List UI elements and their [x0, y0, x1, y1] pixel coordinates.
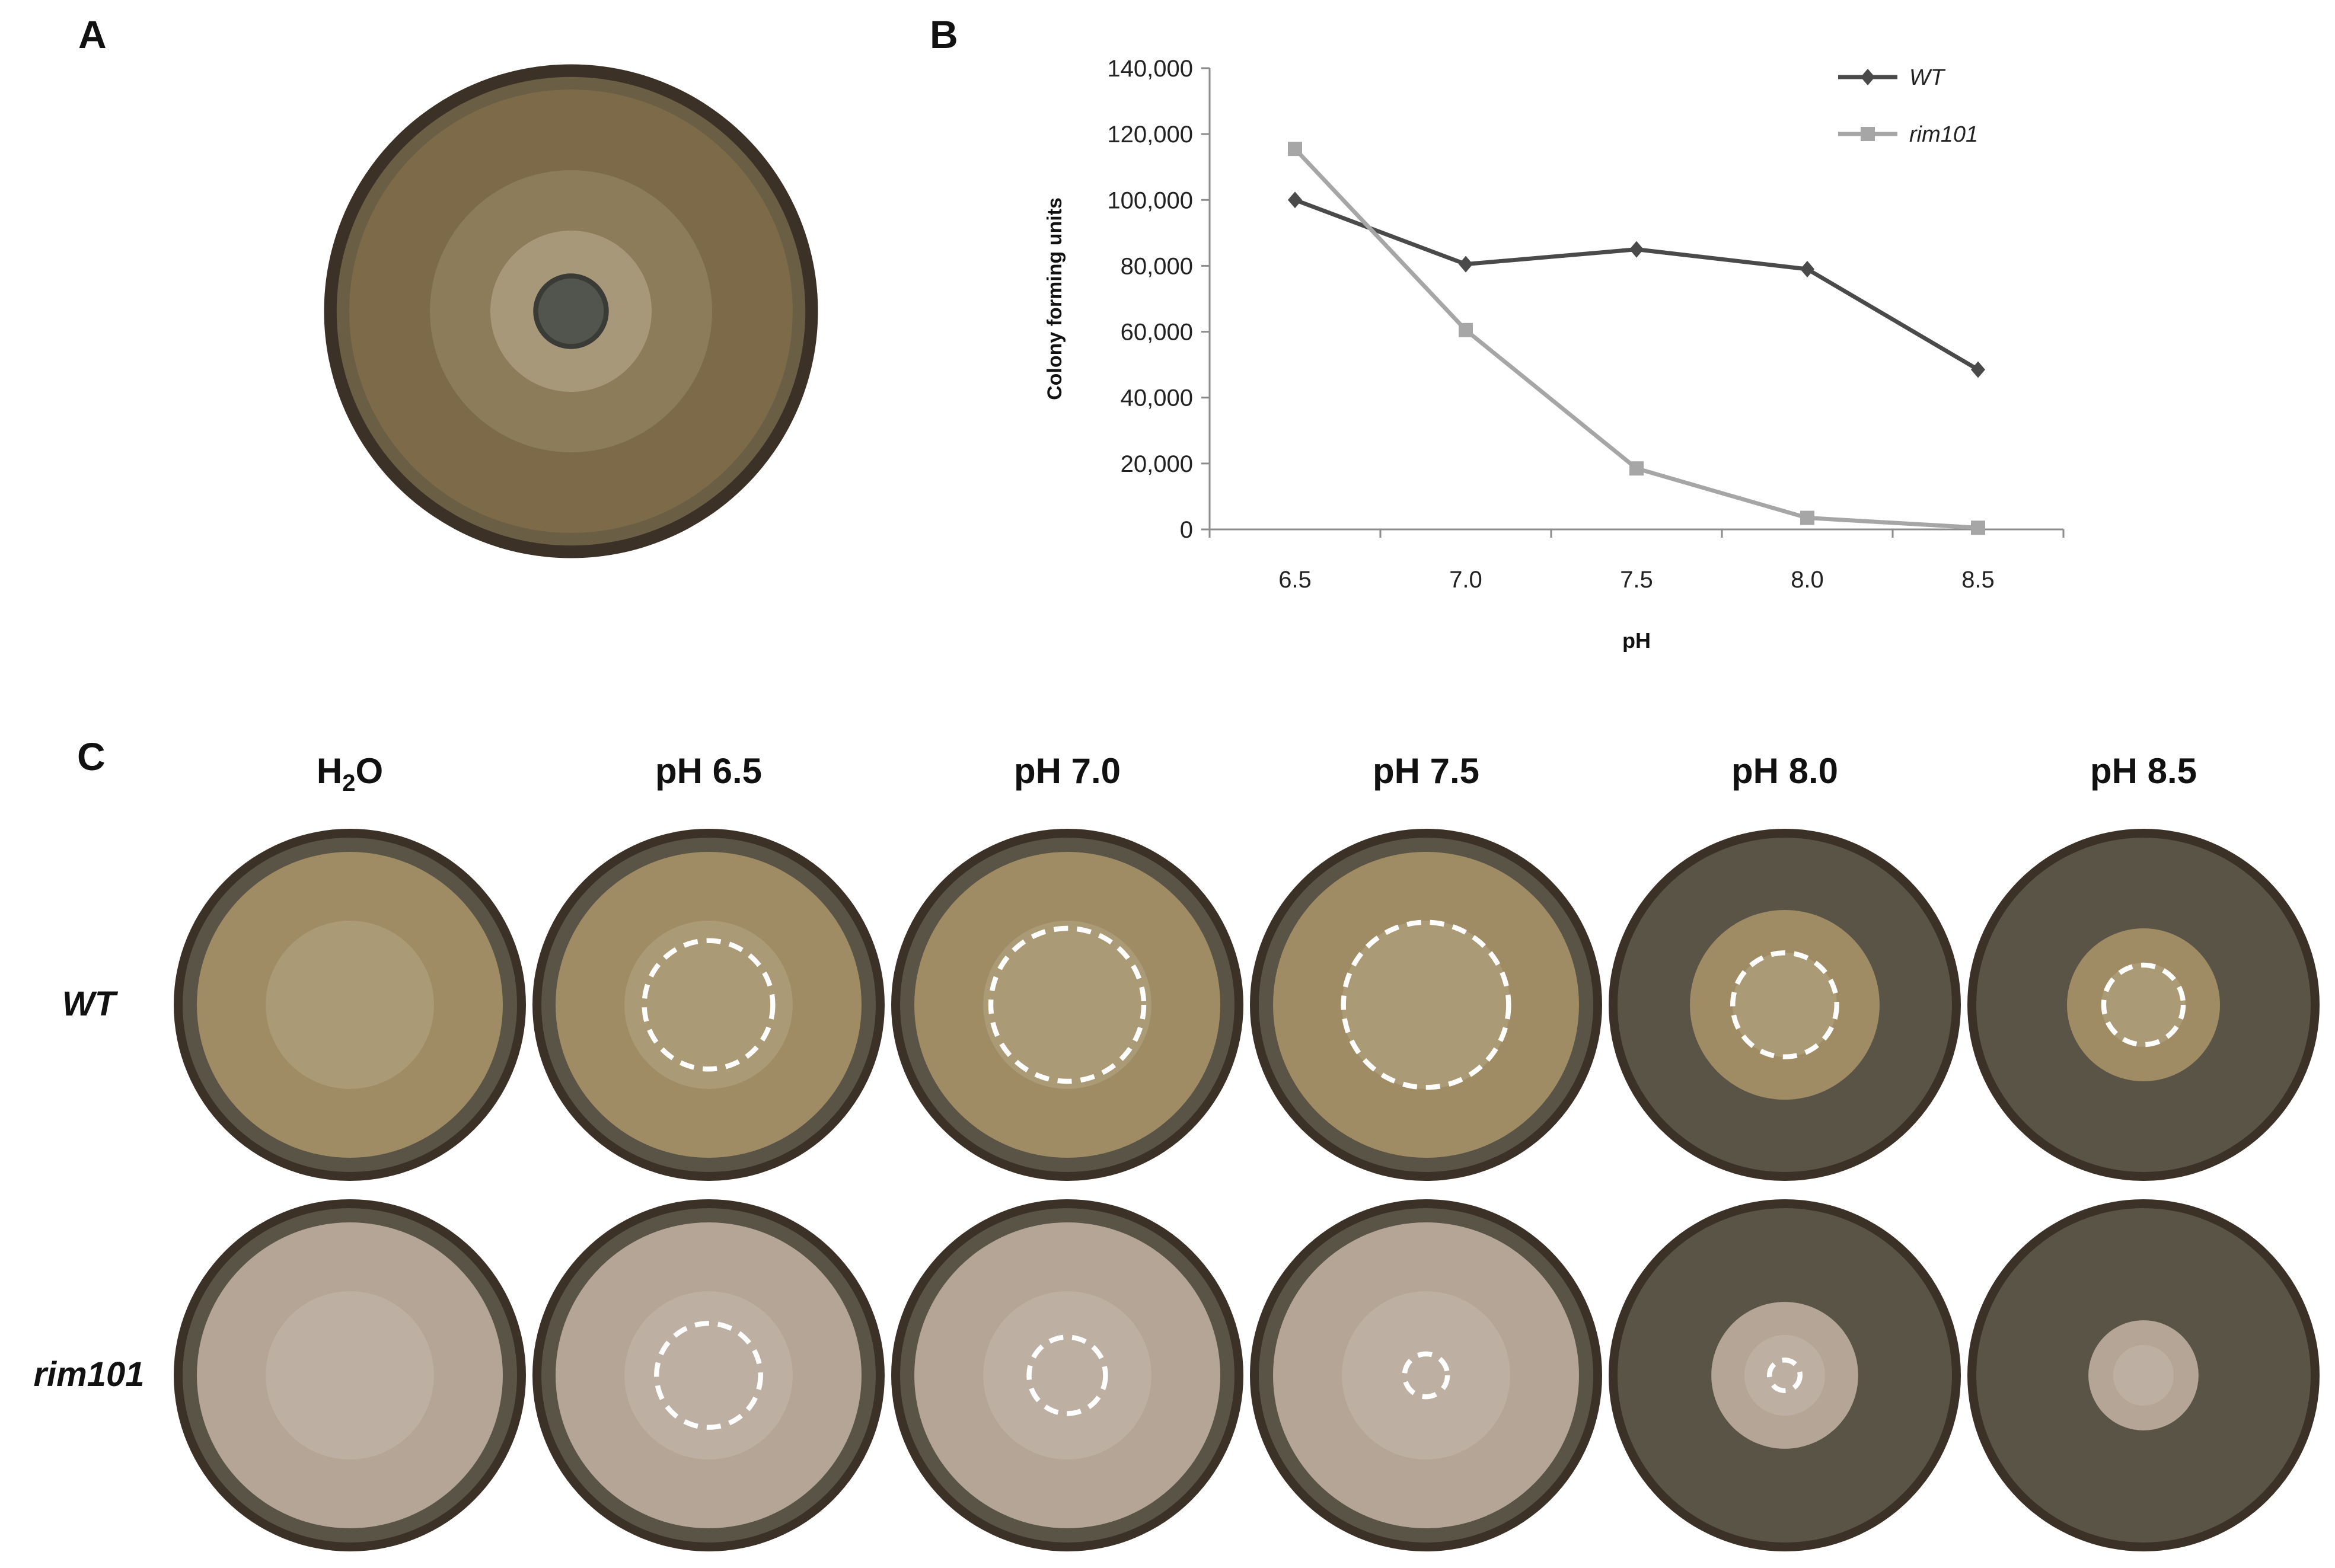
- petri-dish: [174, 829, 526, 1181]
- colony-center: [624, 1291, 793, 1460]
- data-point-rim101: [1459, 322, 1473, 337]
- data-point-rim101: [1288, 142, 1302, 157]
- column-header: pH 6.5: [655, 751, 763, 791]
- colony-center: [983, 1291, 1151, 1460]
- colony-growth: [2067, 928, 2220, 1081]
- colony-center: [1733, 953, 1837, 1057]
- colony-growth: [914, 852, 1220, 1158]
- column-header: pH 8.0: [1731, 751, 1839, 791]
- x-tick-label: 8.0: [1791, 567, 1824, 593]
- dashed-zone-marker: [988, 925, 1147, 1084]
- column-header: H2O: [316, 751, 384, 796]
- x-tick-label: 7.0: [1449, 567, 1482, 593]
- petri-dish: [532, 1199, 885, 1551]
- y-tick-label: 140,000: [1107, 56, 1193, 82]
- panel-b-label: B: [930, 12, 958, 56]
- colony-center: [1744, 1334, 1826, 1416]
- dashed-zone-marker: [642, 938, 776, 1072]
- colony-growth: [197, 1222, 503, 1528]
- x-axis-title: pH: [1622, 628, 1651, 652]
- petri-dish: [174, 1199, 526, 1551]
- dashed-zone-marker: [1730, 950, 1839, 1059]
- x-tick-label: 6.5: [1278, 567, 1312, 593]
- dashed-zone-marker: [1402, 1351, 1450, 1400]
- y-tick-label: 80,000: [1121, 253, 1193, 279]
- y-tick-label: 120,000: [1107, 122, 1193, 148]
- data-point-WT: [1629, 241, 1644, 258]
- legend-label-WT: WT: [1909, 65, 1946, 90]
- colony-center: [2101, 963, 2186, 1047]
- row-label: WT: [62, 985, 116, 1023]
- colony-center: [2113, 1345, 2174, 1406]
- petri-dish: [891, 1199, 1243, 1551]
- data-point-WT: [1971, 361, 1985, 378]
- colony-growth: [914, 1222, 1220, 1528]
- colony-center: [1342, 1291, 1510, 1460]
- petri-dish: [891, 829, 1243, 1181]
- petri-dish: [1967, 829, 2320, 1181]
- legend-marker-WT: [1861, 69, 1875, 85]
- column-header: pH 8.5: [2090, 751, 2197, 791]
- legend-marker-rim101: [1861, 127, 1875, 141]
- y-tick-label: 60,000: [1121, 320, 1193, 346]
- petri-dish: [1967, 1199, 2320, 1551]
- colony-growth: [1273, 852, 1579, 1158]
- colony-growth: [1711, 1302, 1858, 1449]
- row-label: rim101: [33, 1355, 145, 1394]
- petri-dish: [1250, 1199, 1602, 1551]
- colony-center: [1342, 921, 1510, 1089]
- dashed-zone-marker: [654, 1321, 763, 1430]
- data-point-rim101: [1629, 461, 1644, 476]
- colony-center: [624, 921, 793, 1089]
- legend-label-rim101: rim101: [1909, 122, 1978, 147]
- column-header: pH 7.0: [1013, 751, 1121, 791]
- dashed-zone-marker: [1341, 919, 1511, 1090]
- colony-growth: [197, 852, 503, 1158]
- data-point-WT: [1288, 191, 1302, 209]
- petri-dish: [532, 829, 885, 1181]
- petri-dish: [1250, 829, 1602, 1181]
- panel-c-label: C: [77, 734, 106, 778]
- data-point-rim101: [1971, 520, 1985, 535]
- petri-dish: [1609, 1199, 1961, 1551]
- colony-center: [266, 1291, 434, 1460]
- colony-growth: [1690, 910, 1880, 1100]
- x-tick-label: 7.5: [1620, 567, 1653, 593]
- colony-growth: [1273, 1222, 1579, 1528]
- panel-a-label: A: [78, 12, 107, 56]
- colony-center: [983, 921, 1151, 1089]
- y-tick-label: 20,000: [1121, 451, 1193, 477]
- dashed-zone-marker: [1026, 1334, 1108, 1416]
- y-tick-label: 0: [1180, 517, 1193, 543]
- data-point-rim101: [1800, 510, 1814, 525]
- x-tick-label: 8.5: [1961, 567, 1995, 593]
- series-line-WT: [1294, 198, 1979, 372]
- panel-a-petri-dish: [324, 64, 818, 558]
- y-tick-label: 100,000: [1107, 187, 1193, 213]
- data-point-WT: [1459, 256, 1473, 273]
- y-axis-title: Colony forming units: [1044, 197, 1066, 400]
- colony-center: [266, 921, 434, 1089]
- dashed-zone-marker: [1767, 1358, 1803, 1394]
- column-header: pH 7.5: [1372, 751, 1480, 791]
- data-point-WT: [1800, 260, 1814, 277]
- cfu-line-chart: 0 20,000 40,000 60,000 80,000 100,000 120,000 1…: [1044, 56, 2065, 652]
- dashed-zone-marker: [2101, 962, 2186, 1048]
- y-tick-label: 40,000: [1121, 385, 1193, 411]
- colony-growth: [556, 1222, 862, 1528]
- colony-growth: [556, 852, 862, 1158]
- colony-growth: [2088, 1320, 2199, 1430]
- petri-dish: [1609, 829, 1961, 1181]
